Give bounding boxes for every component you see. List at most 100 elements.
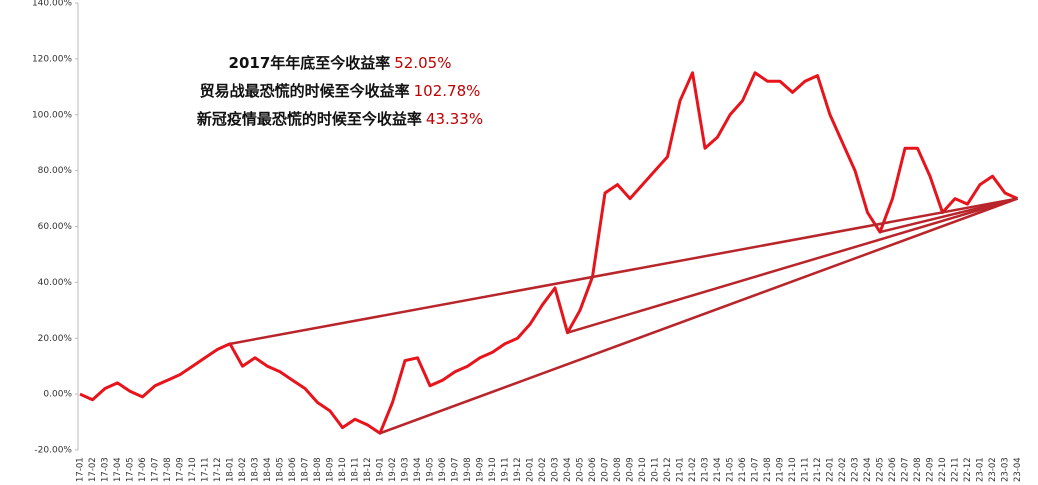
x-tick-label: 20-09 xyxy=(626,457,636,482)
x-tick-label: 20-06 xyxy=(588,457,598,482)
x-tick-label: 18-01 xyxy=(226,457,236,482)
x-tick-label: 18-04 xyxy=(263,457,273,482)
x-tick-label: 20-12 xyxy=(663,457,673,482)
annotation-text: 新冠疫情最恐慌的时候至今收益率 xyxy=(197,110,422,128)
x-tick-label: 20-11 xyxy=(651,457,661,482)
x-tick-label: 20-05 xyxy=(576,457,586,482)
x-tick-label: 19-02 xyxy=(388,457,398,482)
x-tick-label: 19-03 xyxy=(401,457,411,482)
x-tick-label: 17-05 xyxy=(126,457,136,482)
x-tick-label: 23-01 xyxy=(976,457,986,482)
x-tick-label: 17-06 xyxy=(138,457,148,482)
x-tick-label: 17-10 xyxy=(188,457,198,482)
x-tick-label: 22-04 xyxy=(863,457,873,482)
x-tick-label: 18-02 xyxy=(238,457,248,482)
x-tick-label: 21-05 xyxy=(726,457,736,482)
x-tick-label: 21-01 xyxy=(676,457,686,482)
x-tick-label: 19-07 xyxy=(451,457,461,482)
x-tick-label: 20-01 xyxy=(526,457,536,482)
x-tick-label: 17-12 xyxy=(213,457,223,482)
data-line xyxy=(79,71,1019,435)
x-tick-label: 22-05 xyxy=(876,457,886,482)
annotation-value: 102.78% xyxy=(414,82,481,100)
x-tick-label: 22-12 xyxy=(963,457,973,482)
annotation-value: 52.05% xyxy=(394,54,451,72)
x-tick-label: 21-03 xyxy=(701,457,711,482)
y-tick-label: 140.00% xyxy=(32,0,72,9)
x-tick-label: 22-07 xyxy=(901,457,911,482)
x-tick-label: 21-02 xyxy=(688,457,698,482)
x-tick-label: 18-05 xyxy=(276,457,286,482)
x-tick-label: 21-06 xyxy=(738,457,748,482)
y-tick-label: 0.00% xyxy=(43,390,72,400)
x-tick-label: 19-01 xyxy=(376,457,386,482)
x-tick-label: 18-09 xyxy=(326,457,336,482)
x-tick-label: 18-07 xyxy=(301,457,311,482)
x-tick-label: 19-06 xyxy=(438,457,448,482)
x-tick-label: 22-06 xyxy=(888,457,898,482)
x-tick-label: 23-03 xyxy=(1001,457,1011,482)
y-tick-label: -20.00% xyxy=(34,446,72,456)
x-tick-label: 22-11 xyxy=(951,457,961,482)
x-tick-label: 21-08 xyxy=(763,457,773,482)
y-tick-label: 20.00% xyxy=(38,334,73,344)
x-tick-label: 18-11 xyxy=(351,457,361,482)
x-tick-label: 17-07 xyxy=(151,457,161,482)
x-tick-label: 19-11 xyxy=(501,457,511,482)
annotation: 新冠疫情最恐慌的时候至今收益率 43.33% xyxy=(197,110,483,128)
x-tick-label: 17-02 xyxy=(88,457,98,482)
annotation-text: 贸易战最恐慌的时候至今收益率 xyxy=(200,82,410,100)
x-tick-label: 23-04 xyxy=(1013,457,1023,482)
reference-line xyxy=(379,197,1018,435)
y-tick-label: 40.00% xyxy=(38,278,73,288)
x-tick-label: 17-09 xyxy=(176,457,186,482)
x-tick-label: 20-08 xyxy=(613,457,623,482)
x-tick-label: 21-12 xyxy=(813,457,823,482)
x-tick-label: 22-09 xyxy=(926,457,936,482)
reference-line xyxy=(229,197,1018,346)
x-tick-label: 18-06 xyxy=(288,457,298,482)
y-tick-label: 100.00% xyxy=(32,110,72,120)
x-tick-label: 20-10 xyxy=(638,457,648,482)
x-tick-label: 19-12 xyxy=(513,457,523,482)
annotation-value: 43.33% xyxy=(426,110,483,128)
x-tick-label: 18-12 xyxy=(363,457,373,482)
x-tick-label: 17-03 xyxy=(101,457,111,482)
x-tick-label: 19-09 xyxy=(476,457,486,482)
x-tick-label: 22-10 xyxy=(938,457,948,482)
x-tick-label: 21-10 xyxy=(788,457,798,482)
x-tick-label: 22-03 xyxy=(851,457,861,482)
y-tick-label: 60.00% xyxy=(38,222,73,232)
x-tick-label: 20-04 xyxy=(563,457,573,482)
y-tick-label: 80.00% xyxy=(38,166,73,176)
reference-line xyxy=(567,197,1018,334)
x-tick-label: 19-10 xyxy=(488,457,498,482)
x-tick-label: 17-11 xyxy=(201,457,211,482)
annotation-text: 2017年年底至今收益率 xyxy=(229,54,391,72)
x-tick-label: 21-07 xyxy=(751,457,761,482)
x-tick-label: 23-02 xyxy=(988,457,998,482)
annotation: 贸易战最恐慌的时候至今收益率 102.78% xyxy=(200,82,481,100)
x-tick-label: 20-07 xyxy=(601,457,611,482)
annotation: 2017年年底至今收益率 52.05% xyxy=(229,54,452,72)
x-tick-label: 19-08 xyxy=(463,457,473,482)
x-tick-label: 17-01 xyxy=(76,457,86,482)
x-tick-label: 18-03 xyxy=(251,457,261,482)
x-tick-label: 22-01 xyxy=(826,457,836,482)
x-tick-label: 21-09 xyxy=(776,457,786,482)
x-tick-label: 17-08 xyxy=(163,457,173,482)
x-tick-label: 21-04 xyxy=(713,457,723,482)
x-tick-label: 21-11 xyxy=(801,457,811,482)
x-tick-label: 19-05 xyxy=(426,457,436,482)
x-tick-label: 22-02 xyxy=(838,457,848,482)
x-tick-label: 18-10 xyxy=(338,457,348,482)
x-tick-label: 20-02 xyxy=(538,457,548,482)
reference-line xyxy=(879,197,1018,234)
y-tick-label: 120.00% xyxy=(32,54,72,64)
x-tick-label: 22-08 xyxy=(913,457,923,482)
x-tick-label: 20-03 xyxy=(551,457,561,482)
x-tick-label: 18-08 xyxy=(313,457,323,482)
x-tick-label: 19-04 xyxy=(413,457,423,482)
x-tick-label: 17-04 xyxy=(113,457,123,482)
